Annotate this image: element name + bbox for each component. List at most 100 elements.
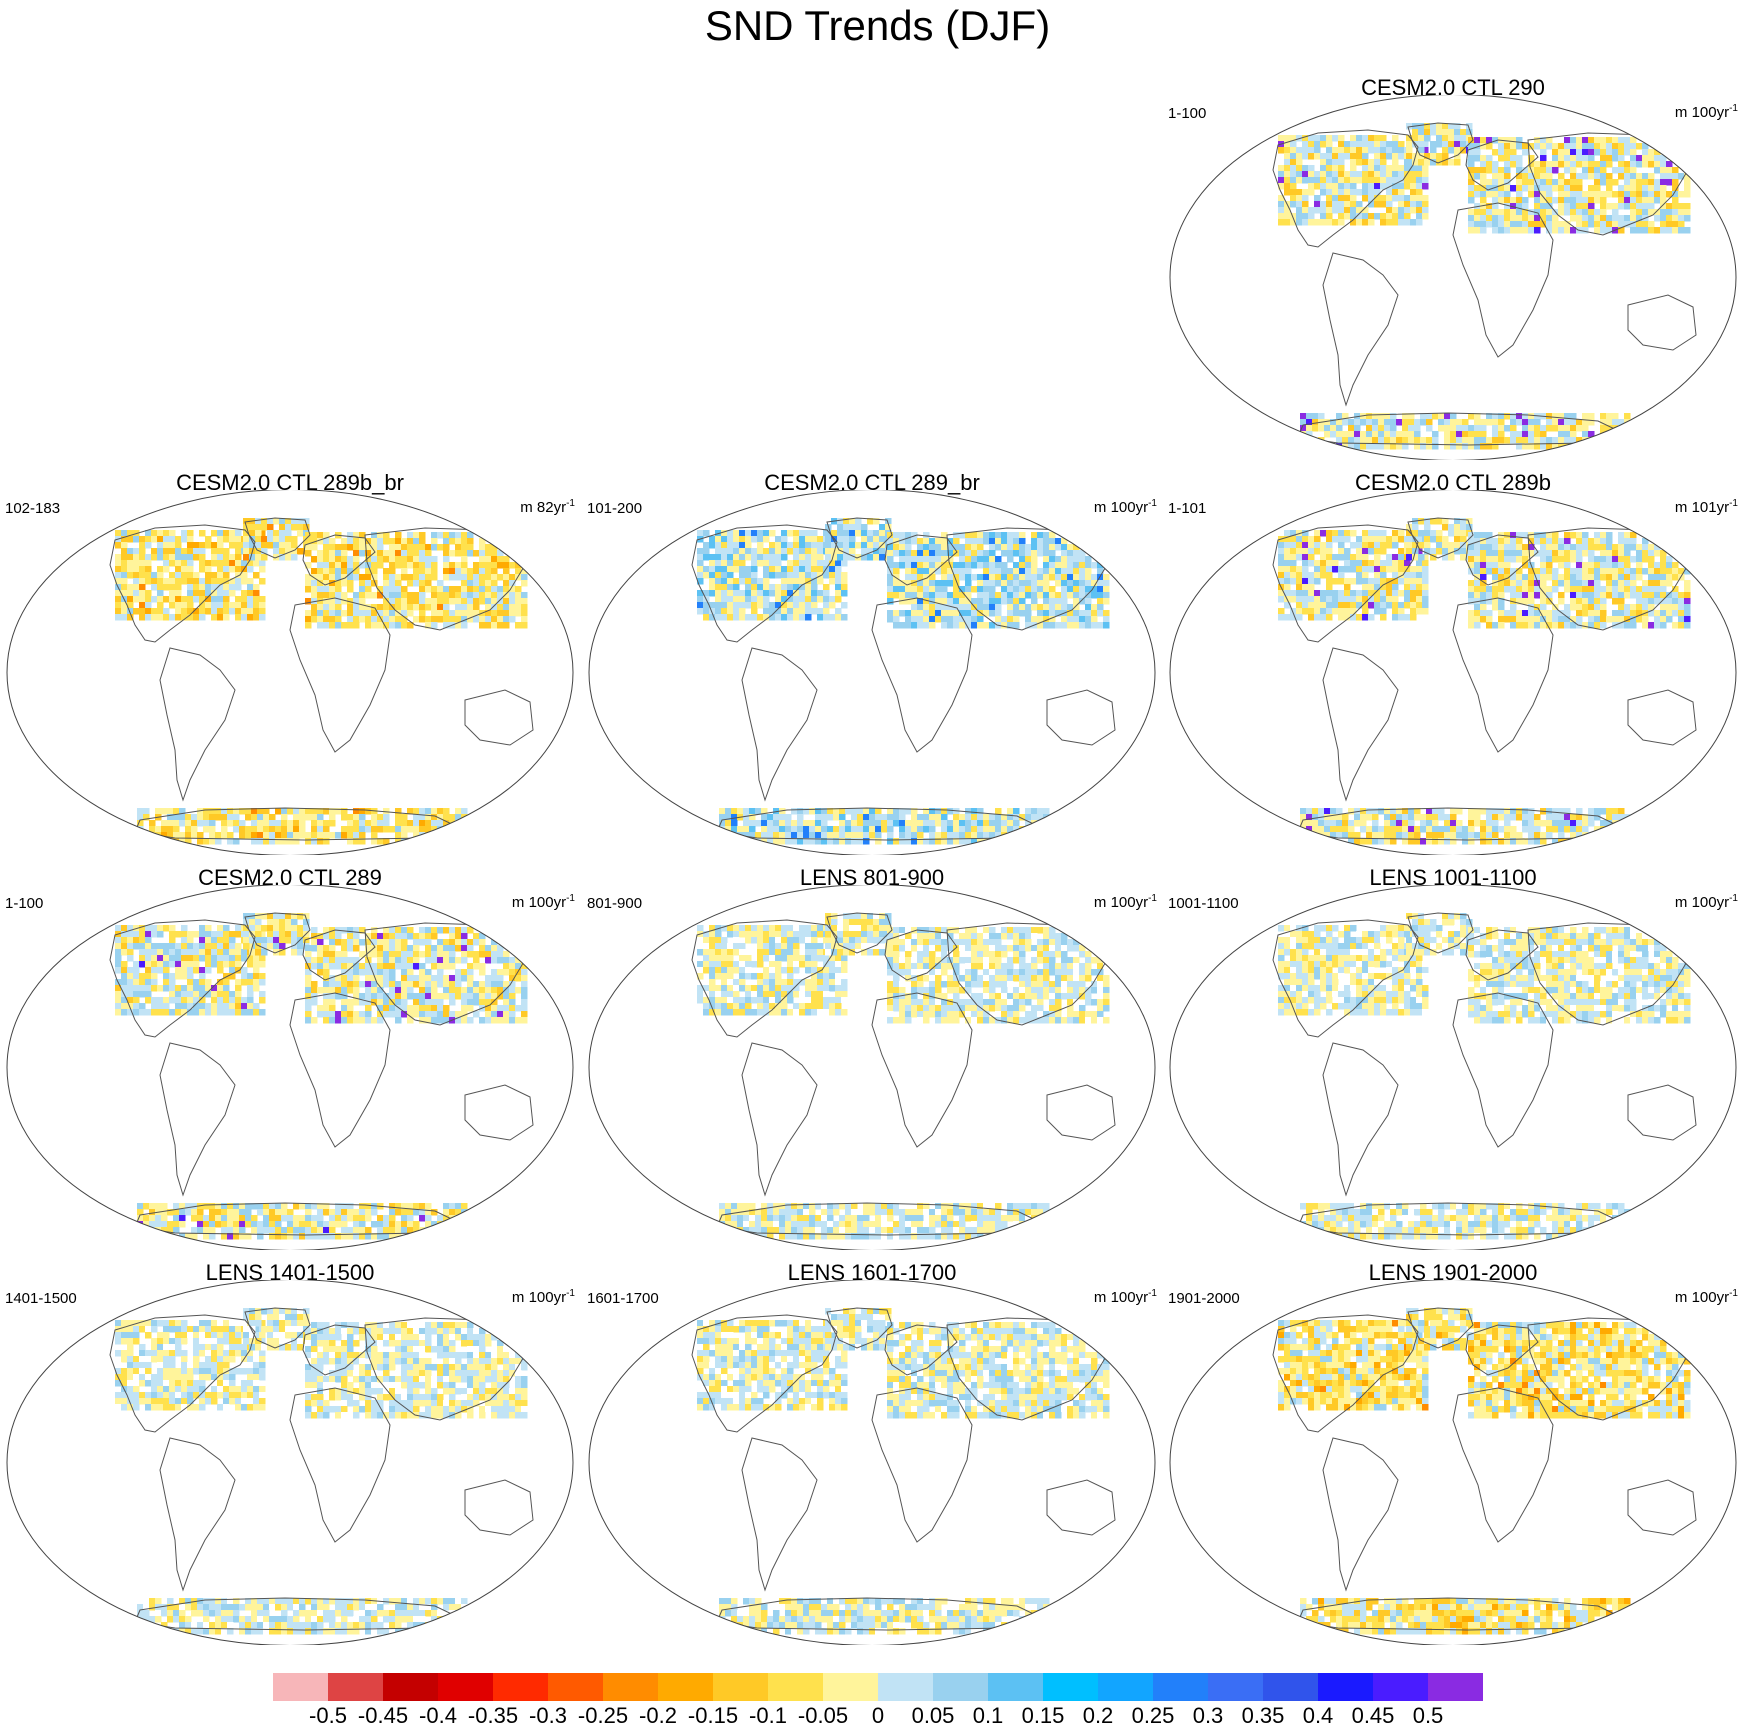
coastline xyxy=(741,1042,818,1197)
colorbar-swatch xyxy=(1428,1673,1483,1701)
panel-period: 801-900 xyxy=(587,895,643,912)
colorbar-tick-label: 0.1 xyxy=(972,1703,1004,1728)
coastline xyxy=(1627,1084,1697,1141)
coastline xyxy=(464,689,534,746)
colorbar xyxy=(273,1673,1483,1701)
panel-period: 1-100 xyxy=(1168,105,1207,122)
coastline xyxy=(826,912,893,954)
coastline xyxy=(871,1387,973,1543)
coastline xyxy=(1322,647,1399,802)
world-map xyxy=(588,490,1156,855)
coastline xyxy=(464,1479,534,1536)
map-outline xyxy=(1169,1280,1737,1645)
colorbar-tick-label: 0.25 xyxy=(1131,1703,1175,1728)
colorbar-tick-label: -0.35 xyxy=(467,1703,519,1728)
coastline xyxy=(884,929,958,981)
panel-title: LENS 801-900 xyxy=(799,865,945,890)
panel-title: LENS 1401-1500 xyxy=(205,1260,375,1285)
panel-period: 101-200 xyxy=(587,500,643,517)
map-panel: LENS 1401-1500 1401-1500 m 100yr-1 xyxy=(5,1260,575,1650)
colorbar-swatch xyxy=(1263,1673,1319,1701)
coastline xyxy=(244,1307,311,1349)
colorbar-swatch xyxy=(383,1673,439,1701)
coastline xyxy=(1465,534,1539,586)
panel-unit: m 100yr-1 xyxy=(1093,1288,1157,1306)
coastline xyxy=(1272,1314,1419,1433)
colorbar-tick-label: -0.15 xyxy=(687,1703,739,1728)
coastline xyxy=(691,919,838,1038)
colorbar-tick-label: 0 xyxy=(871,1703,885,1728)
coastline xyxy=(1627,294,1697,351)
coastline xyxy=(1627,1479,1697,1536)
panel-unit: m 100yr-1 xyxy=(1093,893,1157,911)
coastline xyxy=(1322,1042,1399,1197)
colorbar-swatch xyxy=(438,1673,494,1701)
colorbar-swatch xyxy=(603,1673,659,1701)
world-map xyxy=(6,885,574,1250)
coastline xyxy=(159,647,236,802)
panel-period: 1901-2000 xyxy=(1168,1290,1240,1307)
coastline xyxy=(1046,689,1116,746)
colorbar-tick-label: 0.15 xyxy=(1021,1703,1065,1728)
colorbar-swatch xyxy=(1318,1673,1374,1701)
panel-title: CESM2.0 CTL 289b_br xyxy=(176,470,404,495)
coastline xyxy=(691,524,838,643)
coastline xyxy=(1465,139,1539,191)
map-outline xyxy=(588,1280,1156,1645)
panel-unit: m 100yr-1 xyxy=(1674,103,1738,121)
panel-unit: m 100yr-1 xyxy=(511,1288,575,1306)
map-outline xyxy=(6,885,574,1250)
map-panel: LENS 1901-2000 1901-2000 m 100yr-1 xyxy=(1168,1260,1738,1650)
coastline xyxy=(1322,252,1399,407)
coastline xyxy=(1465,1324,1539,1376)
world-map xyxy=(1169,885,1737,1250)
colorbar-tick-label: -0.25 xyxy=(577,1703,629,1728)
coastline xyxy=(302,1324,376,1376)
panel-unit: m 100yr-1 xyxy=(1674,1288,1738,1306)
map-panel: CESM2.0 CTL 289 1-100 m 100yr-1 xyxy=(5,865,575,1255)
coastline xyxy=(1452,1387,1554,1543)
colorbar-tick-label: -0.3 xyxy=(529,1703,567,1728)
panel-unit: m 100yr-1 xyxy=(511,893,575,911)
world-map xyxy=(1169,490,1737,855)
panel-unit: m 101yr-1 xyxy=(1674,498,1738,516)
colorbar-tick-label: -0.05 xyxy=(797,1703,849,1728)
coastline xyxy=(884,1324,958,1376)
panel-period: 1-100 xyxy=(5,895,44,912)
world-map xyxy=(1169,95,1737,460)
colorbar-tick-label: -0.2 xyxy=(639,1703,677,1728)
map-panel: LENS 1001-1100 1001-1100 m 100yr-1 xyxy=(1168,865,1738,1255)
map-outline xyxy=(1169,490,1737,855)
coastline xyxy=(826,1307,893,1349)
coastline xyxy=(1407,122,1474,164)
colorbar-swatch xyxy=(823,1673,879,1701)
map-outline xyxy=(1169,885,1737,1250)
coastline xyxy=(289,597,391,753)
colorbar-tick-label: -0.5 xyxy=(309,1703,347,1728)
colorbar-swatch xyxy=(1373,1673,1429,1701)
coastline xyxy=(464,1084,534,1141)
panel-period: 1001-1100 xyxy=(1168,895,1239,912)
coastline xyxy=(1407,1307,1474,1349)
colorbar-tick-label: 0.35 xyxy=(1241,1703,1285,1728)
coastline xyxy=(871,597,973,753)
coastline xyxy=(109,1314,256,1433)
coastline xyxy=(1627,689,1697,746)
colorbar-swatch xyxy=(548,1673,604,1701)
coastline xyxy=(109,919,256,1038)
panel-unit: m 100yr-1 xyxy=(1093,498,1157,516)
coastline xyxy=(1452,202,1554,358)
world-map xyxy=(588,1280,1156,1645)
panel-title: CESM2.0 CTL 290 xyxy=(1361,75,1545,100)
figure-title: SND Trends (DJF) xyxy=(704,2,1051,49)
panel-title: CESM2.0 CTL 289b xyxy=(1354,470,1552,495)
colorbar-tick-label: -0.4 xyxy=(419,1703,457,1728)
coastline xyxy=(1465,929,1539,981)
map-panel: CESM2.0 CTL 290 1-100 m 100yr-1 xyxy=(1168,75,1738,465)
coastline xyxy=(871,992,973,1148)
world-map xyxy=(588,885,1156,1250)
world-map xyxy=(6,1280,574,1645)
colorbar-swatch xyxy=(1098,1673,1154,1701)
world-map xyxy=(6,490,574,855)
map-outline xyxy=(1169,95,1737,460)
